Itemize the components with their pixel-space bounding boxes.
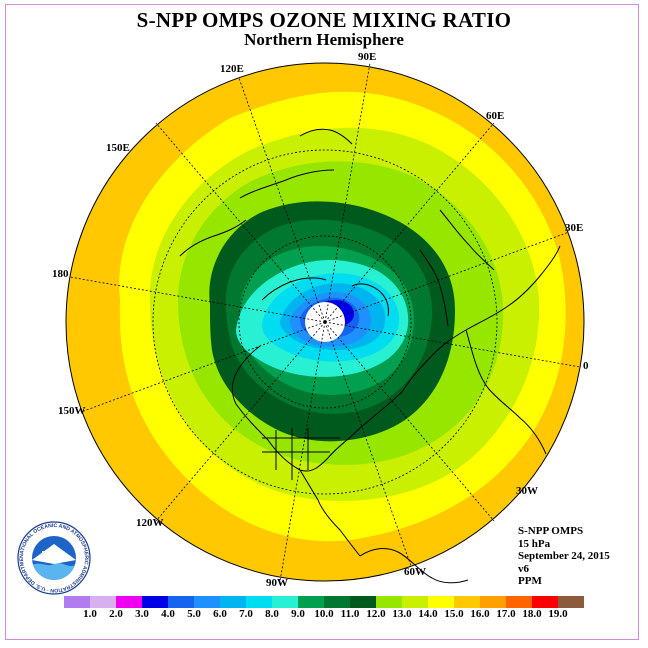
info-units: PPM (518, 575, 542, 587)
map-title: S-NPP OMPS OZONE MIXING RATIO (136, 8, 512, 32)
colorbar-swatch (558, 596, 584, 608)
colorbar-swatch (90, 596, 116, 608)
graticule (69, 62, 581, 582)
lon-label-180: 180 (52, 268, 69, 280)
colorbar-label: 12.0 (366, 608, 386, 620)
colorbar-swatch (246, 596, 272, 608)
colorbar-swatch (376, 596, 402, 608)
lon-label-150e: 150E (106, 142, 130, 154)
colorbar-label: 8.0 (265, 608, 279, 620)
frame-border (5, 4, 639, 640)
colorbar-swatch (350, 596, 376, 608)
colorbar-swatch (194, 596, 220, 608)
colorbar-swatch (168, 596, 194, 608)
noaa-logo: NATIONAL OCEANIC AND ATMOSPHERIC ADMINIS… (16, 520, 91, 595)
colorbar-label: 2.0 (109, 608, 123, 620)
map-subtitle: Northern Hemisphere (244, 30, 404, 49)
colorbar-label: 9.0 (291, 608, 305, 620)
colorbar-swatch (402, 596, 428, 608)
colorbar-label: 15.0 (444, 608, 464, 620)
coastlines (179, 128, 561, 584)
colorbar-label: 3.0 (135, 608, 149, 620)
lon-label-90w: 90W (266, 577, 288, 589)
lon-label-30e: 30E (565, 222, 584, 234)
colorbar-label: 10.0 (314, 608, 334, 620)
colorbar-label: 17.0 (496, 608, 516, 620)
lon-label-60w: 60W (404, 566, 426, 578)
colorbar-label: 11.0 (340, 608, 360, 620)
colorbar-label: 14.0 (418, 608, 438, 620)
colorbar-label: 18.0 (522, 608, 542, 620)
lon-label-0: 0 (583, 360, 589, 372)
lon-label-90e: 90E (358, 51, 377, 63)
colorbar-swatch (532, 596, 558, 608)
colorbar-label: 1.0 (83, 608, 97, 620)
colorbar-swatch (142, 596, 168, 608)
colorbar (64, 596, 584, 608)
colorbar-swatch (220, 596, 246, 608)
colorbar-swatch (298, 596, 324, 608)
logo-text: NOAA (41, 549, 66, 559)
info-level: 15 hPa (518, 537, 551, 550)
colorbar-swatch (116, 596, 142, 608)
lon-label-30w: 30W (516, 485, 538, 497)
colorbar-swatch (454, 596, 480, 608)
lon-label-60e: 60E (486, 110, 505, 122)
colorbar-label: 4.0 (161, 608, 175, 620)
colorbar-swatch (324, 596, 350, 608)
colorbar-label: 5.0 (187, 608, 201, 620)
info-version: v6 (518, 562, 529, 575)
lon-label-150w: 150W (58, 405, 86, 417)
colorbar-swatch (272, 596, 298, 608)
colorbar-label: 7.0 (239, 608, 253, 620)
lon-label-120e: 120E (220, 63, 244, 75)
lon-label-120w: 120W (136, 517, 164, 529)
colorbar-swatch (480, 596, 506, 608)
colorbar-label: 13.0 (392, 608, 412, 620)
colorbar-swatch (64, 596, 90, 608)
info-block: S-NPP OMPS 15 hPa September 24, 2015 v6 … (518, 525, 610, 588)
info-instrument: S-NPP OMPS (518, 525, 584, 537)
map-boundary (65, 62, 585, 582)
colorbar-swatch (428, 596, 454, 608)
colorbar-swatch (506, 596, 532, 608)
colorbar-label: 19.0 (548, 608, 568, 620)
colorbar-label: 6.0 (213, 608, 227, 620)
colorbar-label: 16.0 (470, 608, 490, 620)
colorbar-labels: 1.0 2.0 3.0 4.0 5.0 6.0 7.0 8.0 9.0 10.0 11.0 12.0 1… (0, 608, 648, 622)
info-date: September 24, 2015 (518, 550, 610, 562)
